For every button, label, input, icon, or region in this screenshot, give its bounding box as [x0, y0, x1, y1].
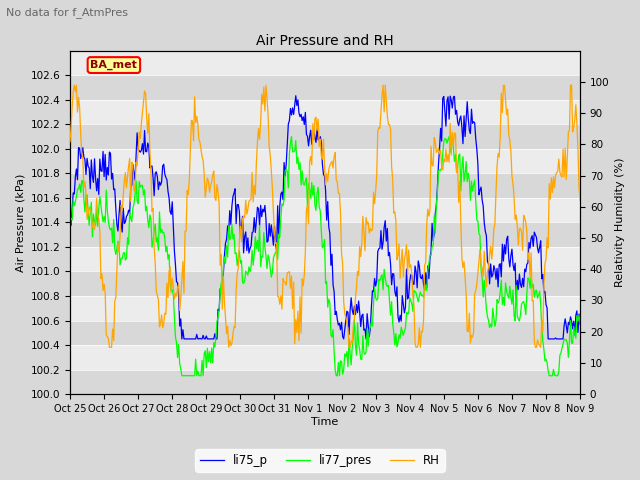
Bar: [70, 124, 580, 149]
Bar: [70, 173, 580, 198]
Title: Air Pressure and RH: Air Pressure and RH: [256, 34, 394, 48]
RH: [227, 343, 235, 348]
li77_pres: [354, 320, 362, 326]
li77_pres: [287, 134, 295, 140]
Bar: [70, 222, 580, 247]
li75_p: [443, 98, 451, 104]
Bar: [70, 198, 580, 222]
li75_p: [282, 161, 290, 167]
RH: [443, 159, 451, 165]
Bar: [70, 272, 580, 296]
li75_p: [576, 321, 584, 327]
Bar: [70, 296, 580, 321]
Y-axis label: Air Pressure (kPa): Air Pressure (kPa): [15, 173, 25, 272]
Bar: [70, 321, 580, 345]
li77_pres: [443, 140, 451, 146]
li77_pres: [576, 320, 584, 326]
RH: [354, 269, 362, 275]
li77_pres: [282, 166, 290, 172]
Bar: [70, 345, 580, 370]
Text: BA_met: BA_met: [90, 60, 138, 70]
li77_pres: [532, 288, 540, 294]
RH: [576, 198, 584, 204]
Bar: [70, 100, 580, 124]
Line: li75_p: li75_p: [70, 96, 580, 339]
li75_p: [178, 336, 186, 342]
Y-axis label: Relativity Humidity (%): Relativity Humidity (%): [615, 157, 625, 287]
RH: [66, 139, 74, 144]
Bar: [70, 149, 580, 173]
Bar: [70, 370, 580, 394]
RH: [532, 345, 540, 350]
X-axis label: Time: Time: [312, 417, 339, 427]
Line: RH: RH: [70, 85, 580, 348]
li75_p: [66, 214, 74, 220]
li77_pres: [66, 224, 74, 230]
Bar: [70, 75, 580, 100]
li75_p: [226, 208, 234, 214]
Bar: [70, 247, 580, 272]
RH: [106, 345, 113, 350]
Text: No data for f_AtmPres: No data for f_AtmPres: [6, 7, 129, 18]
li75_p: [378, 246, 386, 252]
RH: [378, 92, 386, 98]
li77_pres: [178, 373, 186, 379]
Legend: li75_p, li77_pres, RH: li75_p, li77_pres, RH: [195, 449, 445, 472]
RH: [70, 82, 78, 88]
Line: li77_pres: li77_pres: [70, 137, 580, 376]
li75_p: [532, 232, 540, 238]
li77_pres: [226, 237, 234, 243]
li75_p: [292, 93, 300, 98]
li77_pres: [378, 272, 386, 277]
RH: [284, 270, 291, 276]
li75_p: [354, 310, 362, 315]
